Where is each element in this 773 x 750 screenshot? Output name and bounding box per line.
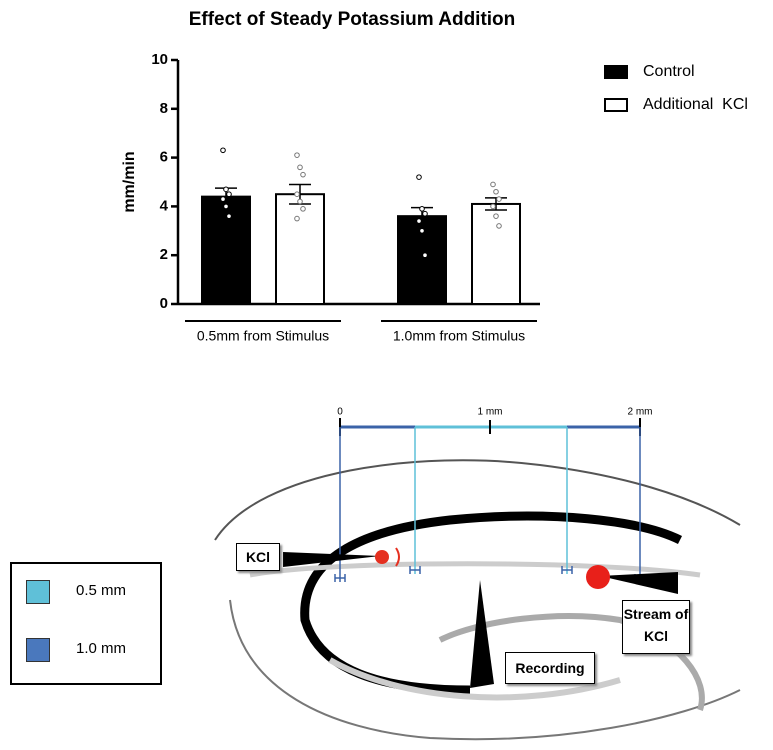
scale-label: 1 mm [478,407,503,418]
data-point [223,186,229,193]
data-point [300,206,306,212]
error-bar [485,197,507,211]
error-bar [289,183,311,205]
data-point [422,210,428,217]
bar [471,202,521,306]
legend-label: 1.0 mm [76,640,127,657]
data-point [294,215,300,222]
legend-swatch [26,580,50,604]
kcl-label: KCl [236,543,280,571]
legend-swatch [604,98,628,112]
y-tick-label: 10 [151,51,168,68]
data-point [496,196,502,202]
data-point [422,252,428,258]
data-point [294,191,300,197]
stream-label: Stream of KCl [622,600,690,654]
data-point [226,213,232,219]
y-tick-label: 2 [160,246,168,263]
data-point [416,174,422,180]
hippocampus-diagram: 0 1 mm 2 mm [214,407,741,741]
data-point [220,147,226,154]
y-tick-label: 4 [160,197,169,214]
data-point [419,206,425,212]
legend-label: 0.5 mm [76,582,127,599]
scale-label: 0 [337,407,343,418]
scale-label: 2 mm [628,407,653,418]
data-point [294,152,300,158]
bar [201,195,251,305]
recording-label: Recording [505,652,595,684]
data-point [297,198,303,205]
legend-label: Control [643,63,695,80]
chart-title: Effect of Steady Potassium Addition [189,9,516,30]
data-point [490,181,496,188]
x-tick-label: 0.5mm from Stimulus [197,328,329,344]
data-point [493,213,499,219]
data-point [220,196,226,202]
y-tick-label: 8 [160,100,168,117]
data-point [300,171,306,178]
x-tick-label: 1.0mm from Stimulus [393,328,525,344]
data-point [493,188,499,195]
y-axis-label: mm/min [121,151,138,212]
data-point [419,228,425,234]
data-point [297,164,303,171]
legend-swatch [604,65,628,79]
diagram-legend: 0.5 mm 1.0 mm [10,562,162,685]
data-point [416,218,422,224]
y-tick-label: 6 [160,149,168,166]
data-point [223,203,229,210]
legend-swatch [26,638,50,662]
data-point [496,223,502,229]
data-point [226,191,232,197]
data-point [490,203,496,210]
y-tick-label: 0 [160,295,168,312]
legend-label: Additional KCl [643,96,748,113]
bar [275,193,325,305]
